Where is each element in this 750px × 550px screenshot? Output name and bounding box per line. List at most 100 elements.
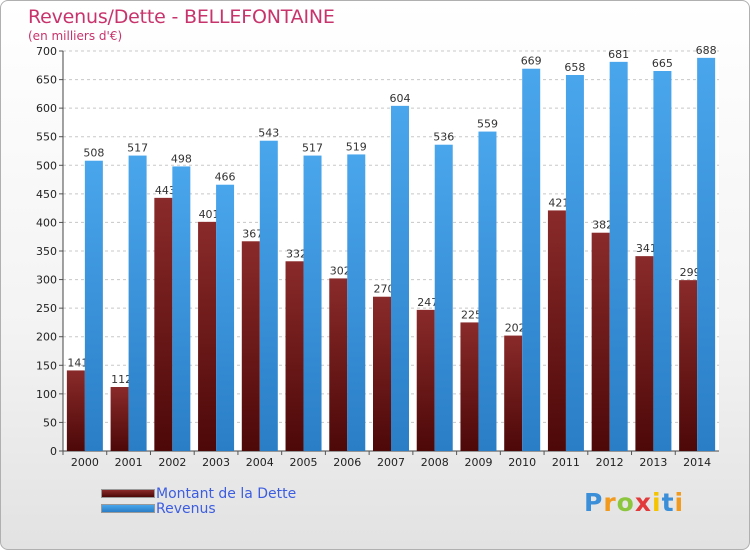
y-tick-label: 250 — [36, 302, 57, 315]
data-label-dette: 382 — [592, 219, 613, 232]
legend-swatch-dette — [101, 489, 155, 498]
y-tick-label: 100 — [36, 388, 57, 401]
data-label-revenus: 466 — [215, 171, 236, 184]
data-label-revenus: 688 — [696, 44, 717, 57]
y-tick-label: 450 — [36, 188, 57, 201]
data-label-dette: 270 — [374, 283, 395, 296]
bar-revenus — [565, 75, 584, 451]
data-label-revenus: 517 — [127, 142, 148, 155]
x-tick-label: 2012 — [596, 456, 624, 469]
bar-revenus — [697, 57, 716, 451]
bar-dette — [679, 280, 698, 451]
data-label-dette: 112 — [111, 373, 132, 386]
x-tick-label: 2005 — [290, 456, 318, 469]
data-label-revenus: 508 — [83, 147, 104, 160]
bar-dette — [460, 322, 479, 451]
logo-letter: r — [603, 488, 617, 517]
x-tick-label: 2001 — [115, 456, 143, 469]
data-label-revenus: 604 — [390, 92, 411, 105]
y-tick-label: 650 — [36, 74, 57, 87]
chart-subtitle: (en milliers d'€) — [28, 29, 123, 43]
bar-revenus — [259, 140, 278, 451]
legend-label-dette: Montant de la Dette — [156, 486, 297, 502]
data-label-dette: 302 — [330, 264, 351, 277]
bar-dette — [241, 241, 260, 451]
bar-revenus — [609, 61, 628, 451]
bar-dette — [329, 278, 348, 451]
legend-label-revenus: Revenus — [156, 501, 216, 517]
x-tick-label: 2004 — [246, 456, 274, 469]
y-tick-label: 200 — [36, 331, 57, 344]
logo-letter: x — [634, 488, 652, 517]
data-label-revenus: 498 — [171, 152, 192, 165]
logo-letter: t — [661, 488, 675, 517]
x-tick-label: 2003 — [202, 456, 230, 469]
bar-revenus — [303, 155, 322, 452]
data-label-dette: 141 — [67, 356, 88, 369]
bar-dette — [373, 296, 391, 451]
y-tick-label: 400 — [36, 216, 57, 229]
legend-swatch-revenus — [101, 504, 155, 513]
y-tick-label: 150 — [36, 359, 57, 372]
data-label-dette: 202 — [505, 322, 526, 335]
data-label-revenus: 669 — [521, 55, 542, 68]
bar-dette — [66, 370, 85, 451]
data-label-dette: 367 — [242, 227, 263, 240]
bar-revenus — [84, 160, 103, 451]
data-label-revenus: 519 — [346, 140, 367, 153]
bar-dette — [285, 261, 304, 451]
x-tick-label: 2000 — [71, 456, 99, 469]
y-tick-label: 350 — [36, 245, 57, 258]
x-tick-label: 2008 — [421, 456, 449, 469]
bar-revenus — [128, 155, 147, 452]
y-tick-label: 50 — [43, 416, 57, 429]
y-tick-label: 550 — [36, 131, 57, 144]
y-tick-label: 700 — [36, 45, 57, 58]
logo-letter: P — [584, 488, 604, 517]
data-label-revenus: 517 — [302, 142, 323, 155]
data-label-dette: 247 — [417, 296, 438, 309]
x-tick-label: 2013 — [639, 456, 667, 469]
logo-letter: o — [616, 488, 635, 517]
bar-revenus — [347, 154, 366, 451]
data-label-dette: 332 — [286, 247, 307, 260]
x-tick-label: 2014 — [683, 456, 711, 469]
bar-revenus — [522, 68, 541, 451]
data-label-revenus: 559 — [477, 118, 498, 131]
bar-revenus — [172, 166, 191, 451]
y-tick-label: 0 — [50, 445, 57, 458]
logo-letter: i — [674, 488, 685, 517]
x-tick-label: 2011 — [552, 456, 580, 469]
y-tick-label: 300 — [36, 274, 57, 287]
data-label-revenus: 681 — [608, 48, 629, 61]
data-label-dette: 443 — [155, 184, 176, 197]
bar-dette — [416, 309, 435, 451]
data-label-dette: 341 — [636, 242, 657, 255]
data-label-revenus: 543 — [258, 127, 279, 140]
data-label-dette: 299 — [680, 266, 701, 279]
data-label-revenus: 665 — [652, 57, 673, 70]
y-tick-label: 600 — [36, 102, 57, 115]
bar-revenus — [434, 144, 453, 451]
bar-dette — [591, 232, 610, 451]
bar-dette — [198, 221, 217, 451]
logo-letter: i — [652, 488, 662, 517]
data-label-revenus: 536 — [433, 131, 454, 144]
chart-title: Revenus/Dette - BELLEFONTAINE — [28, 6, 335, 28]
x-tick-label: 2006 — [333, 456, 361, 469]
proxiti-logo: Proxiti — [584, 488, 684, 517]
x-tick-label: 2010 — [508, 456, 536, 469]
bar-dette — [154, 197, 173, 451]
bar-revenus — [478, 131, 497, 452]
x-tick-label: 2002 — [158, 456, 186, 469]
data-label-dette: 421 — [548, 196, 569, 209]
bar-dette — [110, 387, 129, 451]
x-tick-label: 2009 — [464, 456, 492, 469]
bar-revenus — [653, 71, 672, 451]
bar-dette — [547, 210, 566, 451]
bar-revenus — [391, 105, 409, 451]
bar-dette — [504, 335, 523, 451]
y-tick-label: 500 — [36, 159, 57, 172]
data-label-dette: 225 — [461, 308, 482, 321]
